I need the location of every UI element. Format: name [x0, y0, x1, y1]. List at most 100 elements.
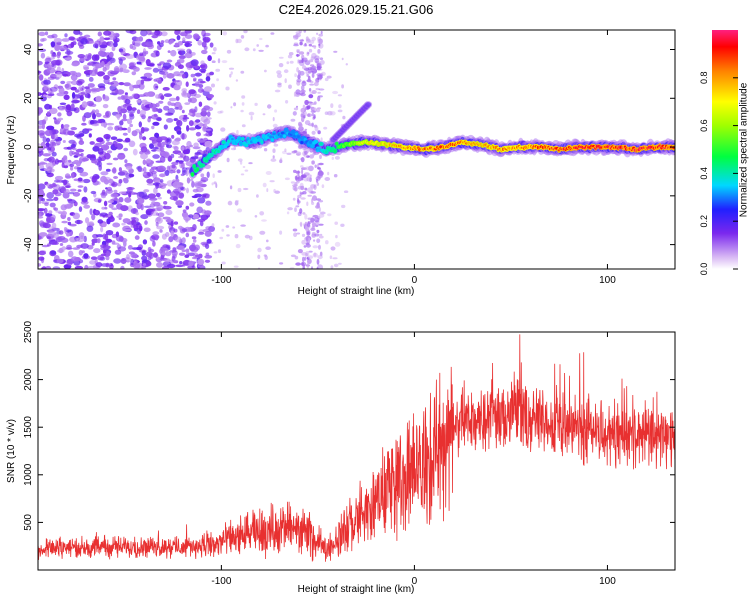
spectrogram-cell-1484	[138, 121, 142, 128]
spectrogram-cell-924	[132, 148, 138, 156]
spectrogram-cell-890	[43, 207, 48, 214]
spectrogram-cell-4	[82, 178, 91, 184]
spectrogram-cell-94	[157, 212, 165, 218]
spectrogram-cell-1159	[119, 63, 128, 71]
spectrogram-cell-1912	[299, 60, 305, 67]
spectrogram-cell-1082	[165, 244, 171, 249]
spectrogram-cell-1151	[160, 179, 164, 183]
spectrogram-cell-1523	[242, 187, 249, 191]
spectrogram-cell-1869	[318, 43, 321, 46]
spectrogram-cell-1968	[317, 49, 321, 54]
spectrogram-cell-1973	[304, 60, 311, 66]
spectrogram-cell-1148	[102, 66, 107, 72]
spectrogram-cell-1590	[324, 111, 329, 115]
spectrogram-cell-1445	[63, 179, 68, 186]
spectrogram-cell-1852	[305, 70, 311, 75]
spectrogram-cell-1249	[62, 128, 70, 136]
spectrogram-cell-1279	[71, 72, 76, 77]
spectrogram-cell-833	[42, 136, 47, 143]
spectrogram-cell-908	[50, 41, 56, 48]
spectrogram-cell-2813	[239, 142, 243, 146]
spectrogram-cell-1699	[216, 78, 220, 82]
spectrogram-cell-361	[97, 238, 101, 244]
spectrogram-cell-1492	[131, 217, 139, 223]
spectrogram-cell-1280	[72, 191, 81, 197]
spectrogram-cell-1051	[159, 136, 168, 141]
spectrogram-cell-1281	[205, 200, 212, 206]
spectrogram-cell-1440	[91, 109, 96, 113]
spectrogram-cell-1555	[211, 52, 216, 55]
spectrogram-cell-1388	[47, 63, 53, 68]
spectrogram-cell-1454	[175, 160, 180, 163]
spectrogram-cell-1459	[128, 192, 132, 198]
spectrogram-cell-1539	[211, 60, 216, 63]
spectrogram-cell-487	[93, 248, 101, 254]
spectrogram-cell-1913	[312, 252, 318, 258]
spectrogram-cell-1066	[78, 140, 85, 146]
spectrogram-cell-31	[161, 141, 168, 146]
spectrogram-cell-780	[72, 247, 80, 250]
spectrogram-cell-1615	[228, 67, 235, 70]
spectrogram-cell-336	[78, 206, 83, 213]
spectrogram-cell-2006	[313, 184, 317, 190]
spectrogram-cell-1289	[44, 103, 51, 110]
spectrogram-cell-1929	[295, 262, 301, 266]
spectrogram-cell-1998	[297, 70, 301, 76]
spectrogram-cell-1949	[316, 238, 321, 243]
spectrogram-cell-1156	[129, 113, 135, 120]
spectrogram-cell-402	[75, 148, 85, 153]
spectrogram-cell-1267	[110, 193, 119, 198]
spectrogram-cell-1072	[162, 151, 170, 159]
spectrogram-cell-180	[85, 87, 92, 94]
spectrogram-cell-1338	[48, 184, 58, 188]
spectrogram-cell-1040	[150, 211, 159, 216]
spectrogram-cell-1698	[234, 234, 239, 239]
spectrogram-cell-790	[188, 112, 193, 116]
spectrogram-cell-1920	[292, 228, 298, 232]
spectrogram-cell-792	[63, 94, 70, 101]
spectrogram-cell-1396	[205, 252, 210, 256]
spectrogram-cell-959	[135, 212, 139, 216]
spectrogram-cell-277	[52, 266, 61, 269]
spectrogram-cell-105	[165, 251, 172, 257]
spectrogram-cell-1074	[139, 109, 147, 116]
spectrogram-cell-1970	[300, 185, 305, 191]
spectrogram-cell-2757	[190, 172, 195, 176]
spectrogram-cell-1314	[49, 202, 56, 208]
spectrogram-cell-1379	[181, 133, 185, 140]
spectrogram-cell-372	[192, 188, 199, 193]
spectrogram-cell-985	[178, 160, 185, 163]
spectrogram-x-ticks: -100 0 100	[211, 30, 616, 286]
spectrogram-cell-1358	[173, 84, 181, 91]
spectrogram-cell-756	[105, 230, 114, 236]
spectrogram-cell-572	[112, 242, 120, 245]
spectrogram-cell-499	[113, 189, 118, 194]
spectrogram-cell-1308	[84, 86, 90, 90]
spectrogram-cell-1544	[288, 84, 292, 89]
spectrogram-cell-1839	[314, 125, 319, 132]
spectrogram-cell-1785	[301, 116, 305, 123]
spectrogram-data	[38, 30, 675, 269]
spectrogram-cell-1418	[181, 146, 185, 151]
spectrogram-cell-1345	[99, 44, 108, 49]
spectrogram-cell-1841	[318, 244, 321, 250]
spectrogram-cell-1071	[50, 73, 57, 79]
spectrogram-cell-1430	[94, 210, 98, 215]
spectrogram-cell-1983	[292, 111, 297, 116]
spectrogram-cell-1067	[83, 112, 92, 119]
spectrogram-cell-2763	[196, 167, 199, 171]
spectrogram-cell-953	[184, 42, 193, 47]
spectrogram-cell-1683	[273, 188, 276, 193]
spectrogram-cell-1501	[250, 115, 253, 121]
spectrogram-cell-687	[184, 102, 191, 105]
spectrogram-cell-922	[136, 37, 140, 41]
spectrogram-cell-1078	[97, 156, 102, 163]
spectrogram-cell-1256	[81, 101, 88, 108]
spectrogram-cell-1245	[62, 191, 70, 199]
spectrogram-cell-1026	[103, 152, 111, 160]
spectrogram-cell-2895	[310, 144, 314, 148]
spectrogram-cell-2008	[298, 121, 302, 127]
spectrogram-cell-1322	[160, 70, 169, 76]
spectrogram-cell-459	[143, 72, 153, 78]
spectrogram-cell-294	[84, 93, 91, 99]
